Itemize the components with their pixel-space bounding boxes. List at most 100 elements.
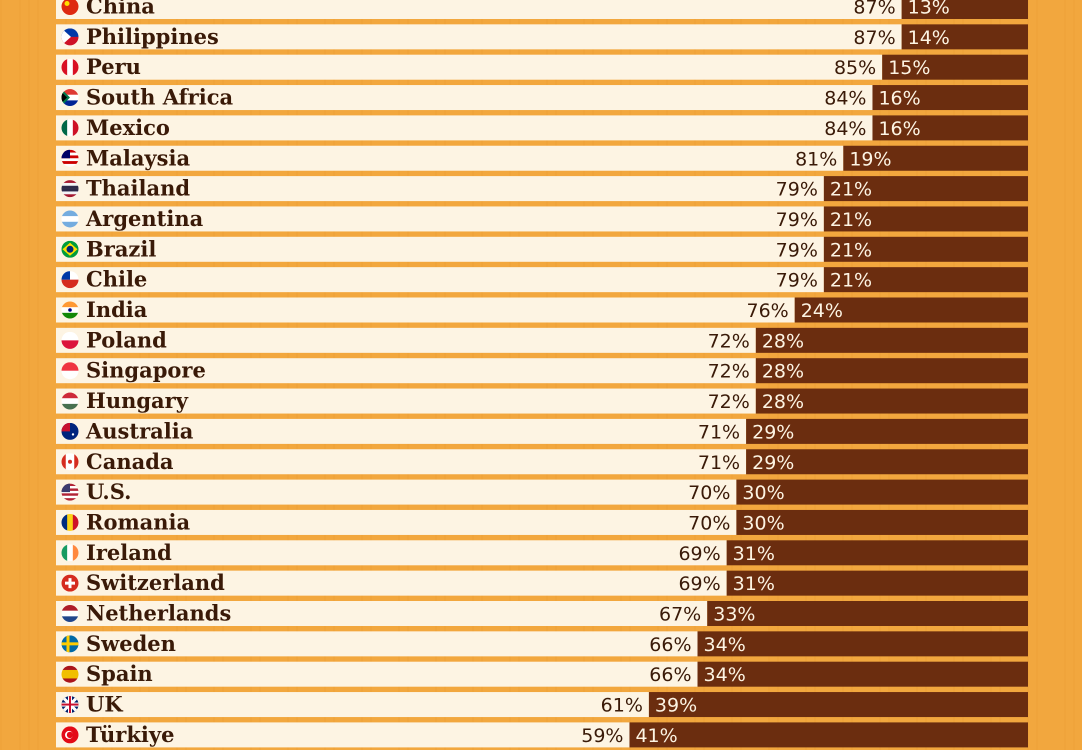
bar-segment-right — [823, 176, 1028, 202]
flag-singapore-icon — [61, 362, 79, 380]
value-label-right: 16% — [878, 88, 920, 110]
bar-segment-right — [882, 54, 1028, 80]
background-texture — [1036, 0, 1038, 750]
bar-segment-right — [726, 570, 1028, 596]
bar-segment-right — [901, 24, 1028, 50]
flag-hungary-icon — [61, 392, 79, 410]
value-label-left: 66% — [649, 664, 691, 686]
value-label-right: 13% — [908, 0, 950, 19]
bar-segment-left — [56, 722, 630, 748]
category-label: Canada — [86, 449, 174, 474]
bar-segment-right — [746, 449, 1028, 475]
flag-romania-icon — [61, 513, 79, 531]
category-label: Peru — [86, 54, 141, 79]
bar-segment-left — [56, 327, 756, 353]
bar-row: South Africa 84% 16% — [56, 85, 1028, 111]
bar-segment-left — [56, 54, 883, 80]
value-label-left: 79% — [776, 179, 818, 201]
category-label: Mexico — [86, 115, 170, 140]
value-label-right: 33% — [713, 604, 755, 626]
bar-row: Sweden 66% 34% — [56, 631, 1028, 657]
value-label-left: 71% — [698, 452, 740, 474]
value-label-left: 79% — [776, 209, 818, 231]
bar-segment-right — [755, 358, 1028, 384]
bar-row: Argentina 79% 21% — [56, 206, 1028, 232]
category-label: China — [86, 0, 155, 19]
bar-segment-right — [794, 297, 1028, 323]
value-label-left: 59% — [581, 725, 623, 747]
background-texture — [28, 0, 30, 750]
bar-segment-right — [872, 85, 1028, 111]
value-label-left: 76% — [746, 300, 788, 322]
flag-peru-icon — [61, 58, 79, 76]
value-label-right: 29% — [752, 421, 794, 443]
bar-segment-right — [648, 692, 1028, 718]
flag-china-icon — [61, 0, 79, 15]
bar-segment-left — [56, 449, 747, 475]
flag-ireland-icon — [61, 544, 79, 562]
bar-segment-left — [56, 540, 727, 566]
value-label-right: 21% — [830, 239, 872, 261]
bar-segment-right — [736, 509, 1028, 535]
background-texture — [0, 0, 2, 750]
bar-row: U.S. 70% 30% — [56, 479, 1028, 505]
bar-row: Spain 66% 34% — [56, 661, 1028, 687]
value-label-right: 21% — [830, 179, 872, 201]
value-label-right: 39% — [655, 695, 697, 717]
category-label: Hungary — [86, 388, 189, 413]
bar-segment-left — [56, 631, 698, 657]
category-label: UK — [86, 692, 123, 717]
bar-row: Hungary 72% 28% — [56, 388, 1028, 414]
flag-mexico-icon — [61, 119, 79, 137]
category-label: Ireland — [86, 540, 172, 565]
flag-brazil-icon — [61, 240, 79, 258]
background-texture — [1073, 0, 1075, 750]
value-label-left: 87% — [853, 0, 895, 19]
bar-segment-right — [697, 661, 1028, 687]
bar-segment-left — [56, 509, 737, 535]
category-label: Netherlands — [86, 601, 231, 626]
bar-segment-left — [56, 570, 727, 596]
value-label-right: 28% — [762, 391, 804, 413]
bar-row: Chile 79% 21% — [56, 267, 1028, 293]
bar-segment-left — [56, 206, 824, 232]
value-label-right: 24% — [801, 300, 843, 322]
bar-segment-right — [726, 540, 1028, 566]
flag-australia-icon — [61, 422, 79, 440]
bar-segment-left — [56, 0, 902, 19]
value-label-left: 72% — [708, 391, 750, 413]
bar-row: India 76% 24% — [56, 297, 1028, 323]
bar-segment-right — [755, 327, 1028, 353]
category-label: Chile — [86, 267, 147, 292]
flag-spain-icon — [61, 665, 79, 683]
bar-segment-right — [746, 418, 1028, 444]
bar-row: Thailand 79% 21% — [56, 176, 1028, 202]
value-label-left: 67% — [659, 604, 701, 626]
value-label-left: 69% — [678, 543, 720, 565]
bar-segment-right — [736, 479, 1028, 505]
background-texture — [37, 0, 39, 750]
bar-segment-right — [843, 145, 1028, 171]
bar-segment-left — [56, 297, 795, 323]
bar-row: Türkiye 59% 41% — [56, 722, 1028, 748]
flag-chile-icon — [61, 271, 79, 289]
flag-philippines-icon — [61, 28, 79, 46]
value-label-right: 15% — [888, 57, 930, 79]
flag-india-icon — [61, 301, 79, 319]
value-label-left: 72% — [708, 330, 750, 352]
flag-uk-icon — [61, 696, 79, 714]
category-label: Türkiye — [86, 722, 174, 747]
flag-poland-icon — [61, 331, 79, 349]
bar-row: Romania 70% 30% — [56, 509, 1028, 535]
bar-segment-right — [823, 236, 1028, 262]
value-label-right: 19% — [849, 148, 891, 170]
background-texture — [19, 0, 21, 750]
category-label: Philippines — [86, 24, 219, 49]
value-label-left: 70% — [688, 482, 730, 504]
flag-south-africa-icon — [61, 89, 79, 107]
flag-turkiye-icon — [61, 726, 79, 744]
bar-row: Malaysia 81% 19% — [56, 145, 1028, 171]
bar-segment-left — [56, 85, 873, 111]
